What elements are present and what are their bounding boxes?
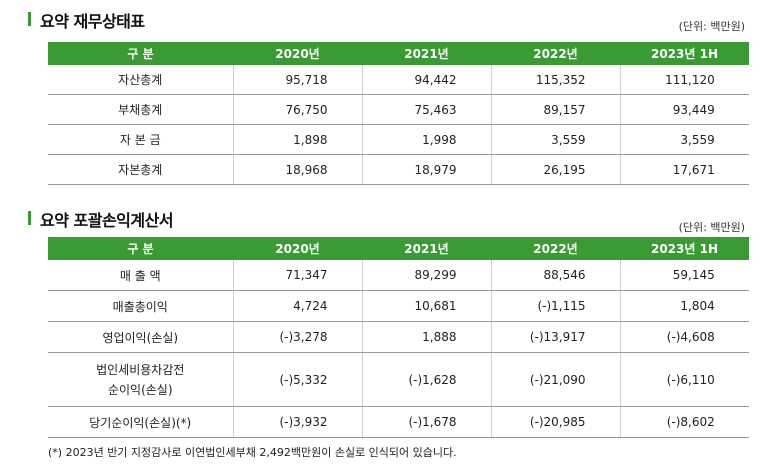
cell-value: 1,898 (293, 132, 328, 147)
cell-value: (-)1,678 (408, 415, 457, 429)
cell-value: (-)3,278 (279, 330, 328, 344)
balance-sheet-title: 요약 재무상태표 (40, 12, 145, 31)
cell-value: (-)20,985 (529, 415, 586, 429)
balance-sheet-section: 요약 재무상태표 (단위: 백만원) 구 분 2020년 2021년 2022년… (0, 0, 769, 185)
cell-value: (-)1,628 (408, 372, 457, 387)
row-label: 자본총계 (48, 154, 234, 185)
row-label: 당기순이익(손실)(*) (48, 406, 234, 438)
table-header-row: 구 분 2020년 2021년 2022년 2023년 1H (48, 42, 749, 65)
income-statement-title-row: 요약 포괄손익계산서 (단위: 백만원) (0, 205, 769, 247)
footnote: (*) 2023년 반기 지정감사로 이연법인세부채 2,492백만원이 손실로… (48, 446, 457, 459)
cell-value: (-)8,602 (666, 415, 715, 429)
cell-value: 89,157 (543, 102, 586, 117)
balance-sheet-unit: (단위: 백만원) (678, 20, 745, 33)
row-label-line2: 순이익(손실) (107, 382, 173, 397)
row-label: 매출총이익 (48, 290, 234, 322)
balance-sheet-title-row: 요약 재무상태표 (단위: 백만원) (0, 0, 769, 42)
cell-value: (-)6,110 (666, 372, 715, 387)
header-2023-1h: 2023년 1H (620, 42, 749, 65)
title-marker (28, 211, 31, 225)
table-row: 법인세비용차감전 순이익(손실) (-)5,332 (-)1,628 (-)21… (48, 352, 749, 407)
cell-value: 89,299 (414, 268, 457, 282)
cell-value: 1,998 (422, 132, 457, 147)
cell-value: (-)21,090 (529, 372, 586, 387)
cell-value: 1,888 (422, 330, 457, 344)
cell-value: 88,546 (543, 268, 586, 282)
cell-value: 17,671 (672, 162, 715, 177)
row-label: 법인세비용차감전 순이익(손실) (48, 352, 234, 407)
title-marker (28, 12, 31, 26)
cell-value: 10,681 (414, 299, 457, 313)
cell-value: (-)1,115 (537, 299, 586, 313)
cell-value: 4,724 (293, 299, 328, 313)
cell-value: 3,559 (551, 132, 586, 147)
income-statement-table: 구 분 2020년 2021년 2022년 2023년 1H 매 출 액 71,… (48, 237, 749, 438)
cell-value: (-)13,917 (529, 330, 586, 344)
cell-value: 75,463 (414, 102, 457, 117)
header-2020: 2020년 (233, 42, 362, 65)
table-row: 매 출 액 71,347 89,299 88,546 59,145 (48, 260, 749, 291)
balance-sheet-table: 구 분 2020년 2021년 2022년 2023년 1H 자산총계 95,7… (48, 42, 749, 185)
cell-value: 18,979 (414, 162, 457, 177)
cell-value: 26,195 (543, 162, 586, 177)
table-row: 자 본 금 1,898 1,998 3,559 3,559 (48, 124, 749, 155)
header-category: 구 분 (48, 237, 233, 260)
header-category: 구 분 (48, 42, 233, 65)
income-statement-section: 요약 포괄손익계산서 (단위: 백만원) 구 분 2020년 2021년 202… (0, 205, 769, 459)
header-2021: 2021년 (362, 237, 491, 260)
table-row: 매출총이익 4,724 10,681 (-)1,115 1,804 (48, 290, 749, 322)
cell-value: 3,559 (680, 132, 715, 147)
table-row: 부채총계 76,750 75,463 89,157 93,449 (48, 94, 749, 125)
cell-value: 111,120 (665, 72, 715, 87)
table-row: 당기순이익(손실)(*) (-)3,932 (-)1,678 (-)20,985… (48, 406, 749, 438)
row-label: 영업이익(손실) (48, 321, 234, 353)
cell-value: 76,750 (285, 102, 328, 117)
header-2023-1h: 2023년 1H (620, 237, 749, 260)
cell-value: 18,968 (285, 162, 328, 177)
row-label: 부채총계 (48, 94, 234, 125)
table-row: 영업이익(손실) (-)3,278 1,888 (-)13,917 (-)4,6… (48, 321, 749, 353)
header-2020: 2020년 (233, 237, 362, 260)
cell-value: 71,347 (285, 268, 328, 282)
income-statement-unit: (단위: 백만원) (678, 221, 745, 234)
table-row: 자본총계 18,968 18,979 26,195 17,671 (48, 154, 749, 185)
cell-value: (-)4,608 (666, 330, 715, 344)
header-2022: 2022년 (491, 237, 620, 260)
cell-value: 93,449 (672, 102, 715, 117)
cell-value: 59,145 (672, 268, 715, 282)
cell-value: 115,352 (535, 72, 586, 87)
table-row: 자산총계 95,718 94,442 115,352 111,120 (48, 65, 749, 95)
row-label: 자산총계 (48, 65, 234, 95)
cell-value: (-)5,332 (279, 372, 328, 387)
row-label: 매 출 액 (48, 260, 234, 291)
header-2022: 2022년 (491, 42, 620, 65)
header-2021: 2021년 (362, 42, 491, 65)
table-header-row: 구 분 2020년 2021년 2022년 2023년 1H (48, 237, 749, 260)
cell-value: 95,718 (285, 72, 328, 87)
cell-value: 1,804 (680, 299, 715, 313)
row-label: 자 본 금 (48, 124, 234, 155)
row-label-line1: 법인세비용차감전 (96, 362, 185, 377)
cell-value: 94,442 (414, 72, 457, 87)
cell-value: (-)3,932 (279, 415, 328, 429)
income-statement-title: 요약 포괄손익계산서 (40, 211, 174, 230)
